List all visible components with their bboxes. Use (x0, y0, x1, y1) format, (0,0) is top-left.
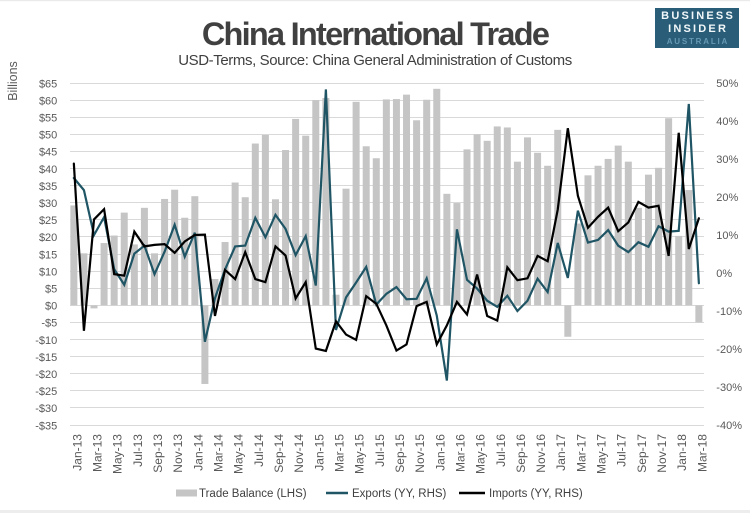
svg-text:10%: 10% (716, 230, 738, 242)
svg-text:$65: $65 (39, 78, 57, 90)
svg-text:-$25: -$25 (35, 386, 57, 398)
svg-text:Nov-13: Nov-13 (171, 434, 185, 473)
svg-text:Sep-15: Sep-15 (393, 434, 407, 473)
svg-text:Trade Balance (LHS): Trade Balance (LHS) (199, 488, 307, 500)
svg-text:$25: $25 (39, 215, 57, 227)
svg-text:Jan-16: Jan-16 (433, 434, 447, 471)
svg-text:$35: $35 (39, 181, 57, 193)
svg-text:May-17: May-17 (595, 434, 609, 474)
svg-text:30%: 30% (716, 154, 738, 166)
svg-text:Nov-15: Nov-15 (413, 434, 427, 473)
svg-text:May-13: May-13 (111, 434, 125, 474)
svg-text:Nov-17: Nov-17 (655, 434, 669, 473)
svg-text:-30%: -30% (716, 382, 742, 394)
svg-text:Jul-16: Jul-16 (494, 434, 508, 467)
svg-text:USD-Terms, Source: China Gener: USD-Terms, Source: China General Adminis… (178, 52, 572, 69)
svg-text:-$30: -$30 (35, 403, 57, 415)
svg-text:Imports (YY, RHS): Imports (YY, RHS) (489, 488, 583, 500)
svg-text:-40%: -40% (716, 420, 742, 432)
svg-text:Nov-16: Nov-16 (534, 434, 548, 473)
svg-text:Sep-13: Sep-13 (151, 434, 165, 473)
svg-text:Jan-17: Jan-17 (554, 434, 568, 471)
svg-text:-$5: -$5 (41, 318, 57, 330)
svg-text:China International Trade: China International Trade (202, 16, 549, 52)
svg-text:Mar-18: Mar-18 (695, 434, 709, 472)
svg-text:-20%: -20% (716, 344, 742, 356)
svg-text:May-16: May-16 (474, 434, 488, 474)
svg-text:May-14: May-14 (232, 434, 246, 474)
svg-text:Jan-14: Jan-14 (191, 434, 205, 471)
svg-text:Mar-15: Mar-15 (332, 434, 346, 472)
svg-text:Mar-14: Mar-14 (211, 434, 225, 472)
svg-text:Sep-16: Sep-16 (514, 434, 528, 473)
svg-text:20%: 20% (716, 192, 738, 204)
svg-text:-$35: -$35 (35, 420, 57, 432)
svg-text:-10%: -10% (716, 306, 742, 318)
svg-text:$60: $60 (39, 95, 57, 107)
svg-text:-$10: -$10 (35, 335, 57, 347)
svg-text:Nov-14: Nov-14 (292, 434, 306, 473)
svg-text:Exports (YY, RHS): Exports (YY, RHS) (352, 488, 447, 500)
svg-text:Mar-17: Mar-17 (574, 434, 588, 472)
svg-text:$30: $30 (39, 198, 57, 210)
svg-text:$50: $50 (39, 130, 57, 142)
svg-text:$55: $55 (39, 113, 57, 125)
svg-text:$40: $40 (39, 164, 57, 176)
svg-text:Sep-14: Sep-14 (272, 434, 286, 473)
svg-text:-$20: -$20 (35, 369, 57, 381)
svg-text:Mar-13: Mar-13 (91, 434, 105, 472)
svg-text:Sep-17: Sep-17 (635, 434, 649, 473)
svg-text:Jul-15: Jul-15 (373, 434, 387, 467)
svg-text:Mar-16: Mar-16 (453, 434, 467, 472)
svg-text:Jul-13: Jul-13 (131, 434, 145, 467)
svg-text:-$15: -$15 (35, 352, 57, 364)
svg-text:$5: $5 (45, 284, 57, 296)
svg-text:May-15: May-15 (353, 434, 367, 474)
svg-text:Jul-14: Jul-14 (252, 434, 266, 467)
svg-text:$0: $0 (45, 301, 57, 313)
svg-text:Billions: Billions (6, 61, 20, 101)
svg-text:$45: $45 (39, 147, 57, 159)
svg-text:0%: 0% (716, 268, 732, 280)
svg-text:50%: 50% (716, 78, 738, 90)
svg-text:Jul-17: Jul-17 (615, 434, 629, 467)
svg-text:$20: $20 (39, 232, 57, 244)
svg-text:40%: 40% (716, 116, 738, 128)
svg-text:Jan-18: Jan-18 (675, 434, 689, 471)
svg-text:Jan-15: Jan-15 (312, 434, 326, 471)
svg-text:$10: $10 (39, 266, 57, 278)
svg-text:$15: $15 (39, 249, 57, 261)
svg-text:Jan-13: Jan-13 (70, 434, 84, 471)
